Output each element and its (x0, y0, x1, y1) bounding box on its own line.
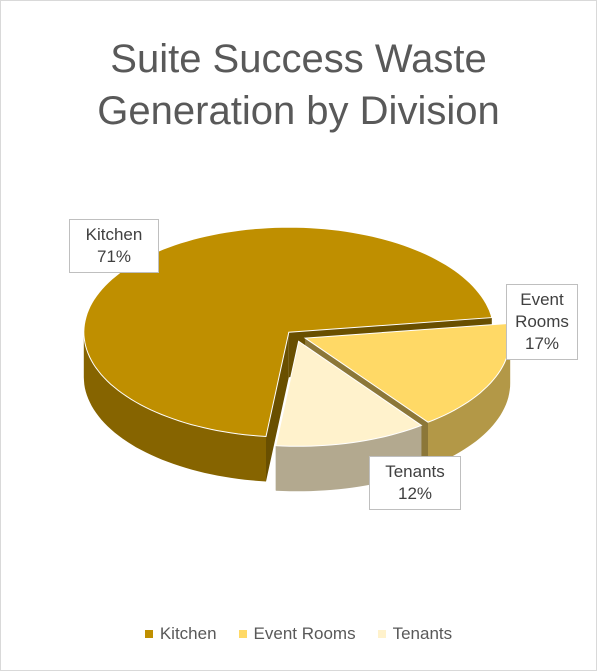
legend-label: Kitchen (159, 624, 217, 643)
slice-wall (266, 332, 289, 482)
data-label-value: 71% (96, 247, 132, 266)
legend-item: Tenants (377, 624, 453, 644)
legend-item: Event Rooms (238, 624, 356, 644)
data-label-name: Tenants (385, 462, 445, 481)
data-label: Kitchen 71% (69, 219, 159, 273)
legend-label: Event Rooms (253, 624, 356, 643)
data-label: Event Rooms 17% (506, 284, 578, 360)
legend: Kitchen Event Rooms Tenants (1, 624, 596, 644)
legend-item: Kitchen (144, 624, 217, 644)
data-label-name: Event Rooms (515, 290, 569, 331)
data-label: Tenants 12% (369, 456, 461, 510)
data-label-name: Kitchen (85, 225, 143, 244)
pie-area (83, 226, 511, 492)
data-label-value: 12% (397, 484, 433, 503)
legend-label: Tenants (392, 624, 453, 643)
legend-swatch (144, 630, 153, 638)
data-label-value: 17% (524, 334, 560, 353)
legend-swatch (377, 630, 386, 638)
slice (275, 340, 423, 447)
slice-side (428, 338, 511, 468)
slice-side (83, 332, 266, 482)
legend-swatch (238, 630, 247, 638)
chart-title: Suite Success Waste Generation by Divisi… (97, 37, 500, 133)
